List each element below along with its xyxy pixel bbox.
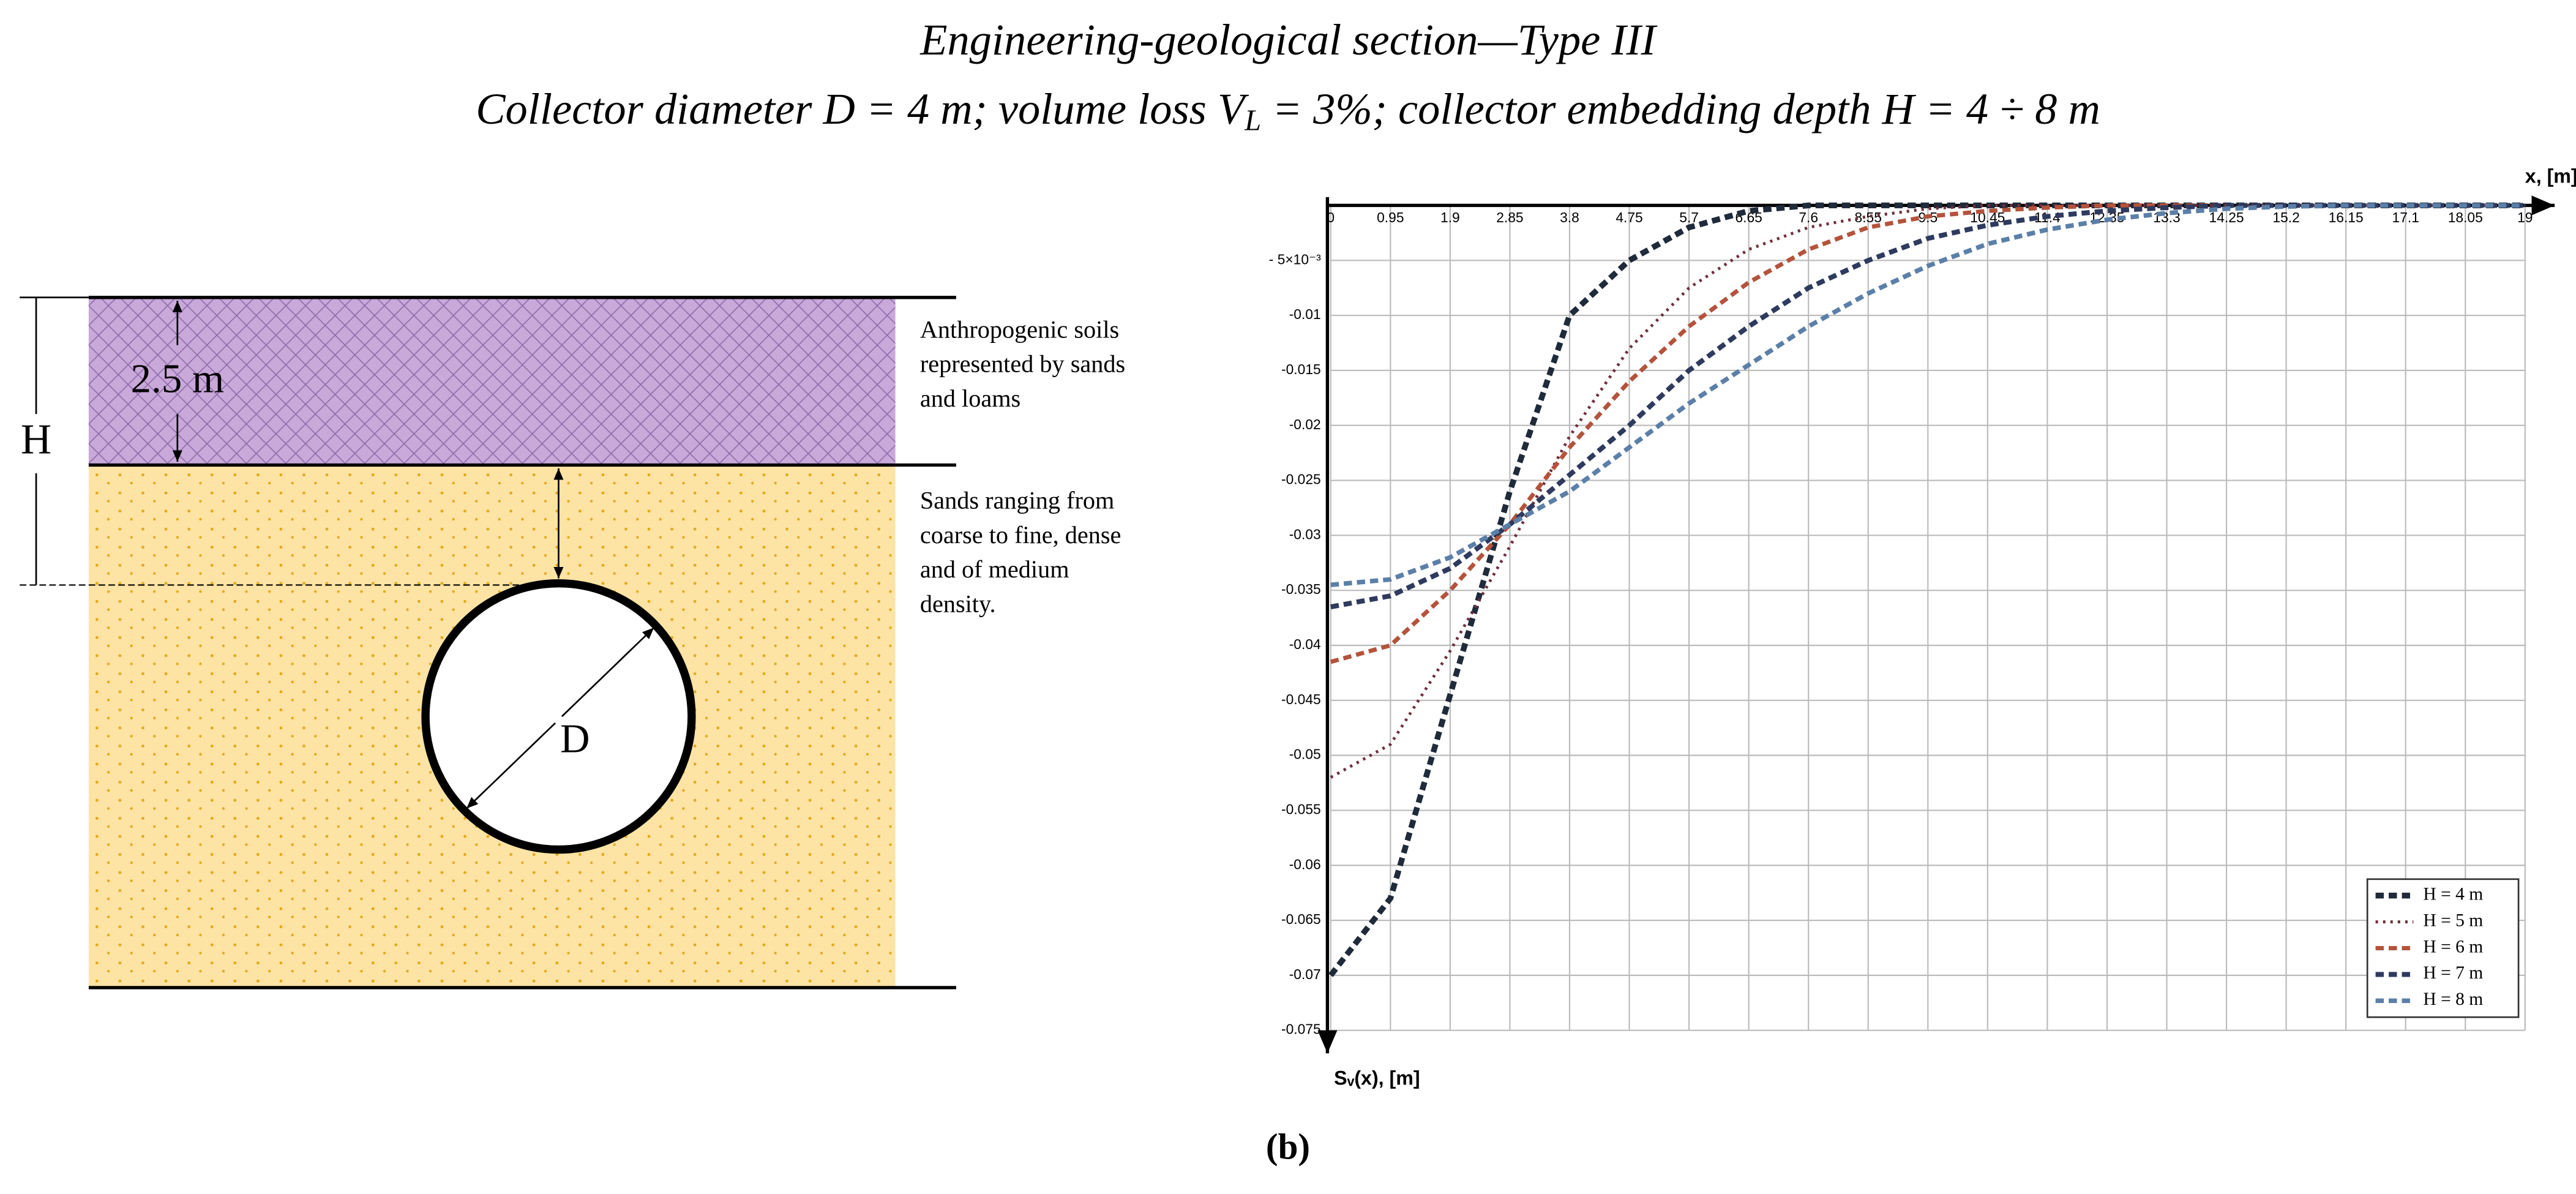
legend-label: H = 4 m: [2423, 884, 2483, 904]
y-tick-label: -0.045: [1281, 691, 1321, 707]
subtitle-part: Collector diameter D = 4 m; volume loss …: [476, 84, 1249, 133]
diameter-label: D: [560, 715, 590, 761]
layer-descriptions: Anthropogenic soils represented by sands a…: [920, 315, 1125, 617]
diameter-arrow: [466, 722, 556, 809]
layer-description: coarse to fine, dense: [920, 521, 1121, 549]
y-tick-label: -0.05: [1289, 746, 1321, 762]
series-line: [1330, 203, 2525, 664]
x-tick-label: 10.45: [1970, 209, 2005, 225]
layer-description: Anthropogenic soils: [920, 315, 1119, 343]
y-tick-label: -0.035: [1281, 581, 1321, 597]
x-tick-label: 19: [2517, 209, 2533, 225]
x-tick-label: 17.1: [2392, 209, 2419, 225]
legend-label: H = 6 m: [2423, 937, 2483, 956]
thickness-label: 2.5 m: [130, 356, 224, 402]
x-tick-label: 2.85: [1496, 209, 1523, 225]
y-tick-label: -0.025: [1281, 471, 1321, 487]
y-tick-label: -0.07: [1289, 966, 1321, 982]
subtitle-subscript: L: [1244, 104, 1261, 137]
x-tick-label: 4.75: [1616, 209, 1642, 225]
layer-description: represented by sands: [920, 350, 1125, 378]
layer-description: density.: [920, 590, 996, 618]
legend-label: H = 5 m: [2423, 911, 2483, 930]
y-tick-label: -0.02: [1289, 416, 1321, 432]
chart: 0 0.95 1.9 2.85 3.8 4.75 5.7 6.65 7.6 8.55 9.5 10.4…: [1269, 165, 2576, 1089]
y-tick-label: -0.03: [1289, 526, 1321, 542]
collector: [421, 579, 696, 854]
x-tick-label: 16.15: [2329, 209, 2364, 225]
depth-label: H: [21, 416, 51, 464]
series-line: [1330, 203, 2525, 610]
layer-description: Sands ranging from: [920, 486, 1114, 514]
x-tick-label: 15.2: [2272, 209, 2299, 225]
series-line: [1328, 202, 2525, 977]
layer-description: and loams: [920, 385, 1020, 412]
y-axis-label: Sᵥ(x), [m]: [1334, 1067, 1420, 1089]
y-tick-label: -0.01: [1289, 306, 1321, 322]
section-diagram: H 2.5 m D Anthropogenic soils represented…: [20, 296, 1125, 989]
x-tick-label: 8.55: [1855, 209, 1882, 225]
x-tick-label: 5.7: [1679, 209, 1699, 225]
y-tick-label: -0.065: [1281, 911, 1321, 927]
y-tick-label: -0.04: [1289, 636, 1321, 652]
y-tick-label: - 5×10⁻³: [1269, 251, 1321, 267]
subtitle-part: = 3%; collector embedding depth H = 4 ÷ …: [1261, 84, 2100, 133]
layer-description: and of medium: [920, 555, 1069, 583]
legend-label: H = 8 m: [2423, 989, 2483, 1009]
legend-label: H = 7 m: [2423, 963, 2483, 983]
y-tick-label: -0.06: [1289, 856, 1321, 872]
x-tick-label: 0.95: [1377, 209, 1404, 225]
top-layer-hatch: [88, 297, 896, 465]
figure-subtitle: Collector diameter D = 4 m; volume loss …: [476, 84, 2100, 137]
x-tick-label: 7.6: [1799, 209, 1818, 225]
y-tick-label: -0.015: [1281, 361, 1321, 377]
x-tick-label: 1.9: [1440, 209, 1460, 225]
figure-title: Engineering-geological section—Type III: [919, 15, 1657, 64]
x-axis-label: x, [m]: [2525, 165, 2576, 187]
diameter-arrow: [561, 627, 655, 718]
x-tick-label: 14.25: [2209, 209, 2244, 225]
y-tick-label: -0.075: [1281, 1021, 1321, 1037]
x-tick-label: 18.05: [2448, 209, 2483, 225]
x-tick-label: 3.8: [1560, 209, 1579, 225]
series-line: [1330, 203, 2525, 587]
caption: (b): [1266, 1126, 1310, 1166]
y-tick-label: -0.055: [1281, 801, 1321, 817]
